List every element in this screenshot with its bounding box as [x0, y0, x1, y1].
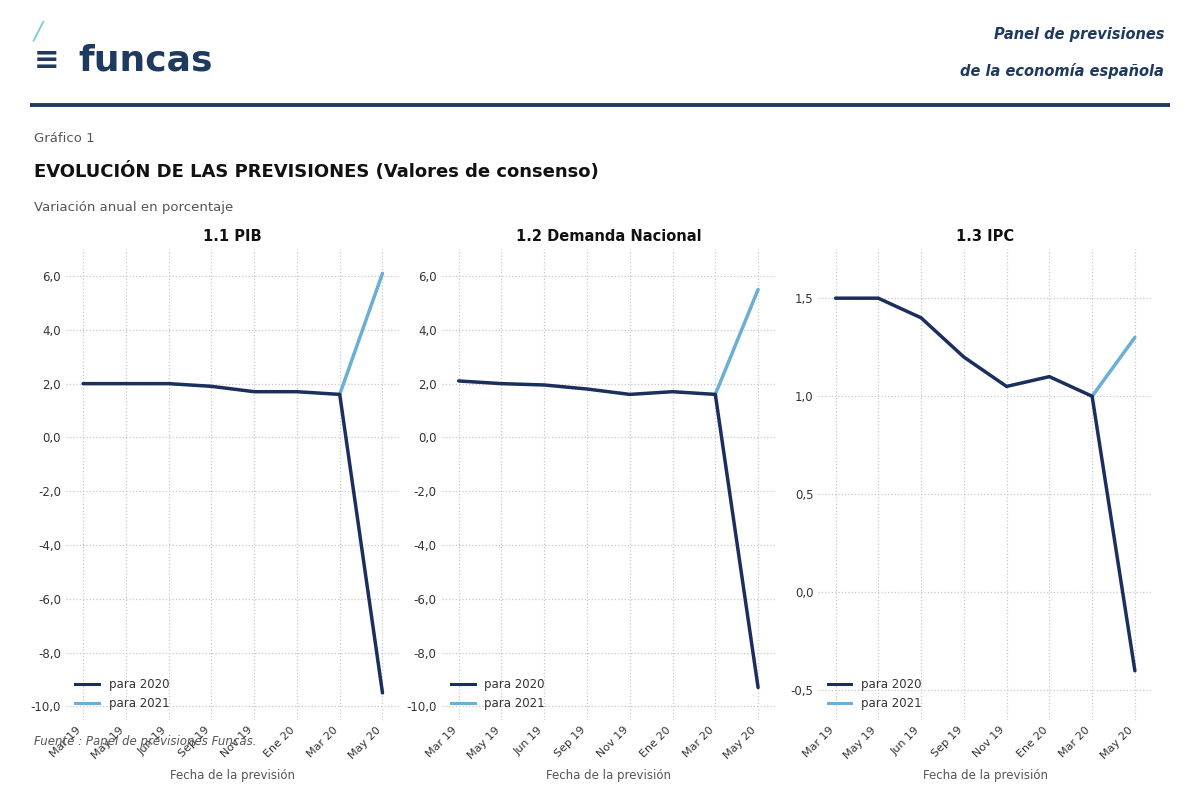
- Text: Gráfico 1: Gráfico 1: [34, 132, 95, 146]
- X-axis label: Fecha de la previsión: Fecha de la previsión: [170, 769, 295, 782]
- Legend: para 2020, para 2021: para 2020, para 2021: [71, 674, 174, 715]
- Text: EVOLUCIÓN DE LAS PREVISIONES (Valores de consenso): EVOLUCIÓN DE LAS PREVISIONES (Valores de…: [34, 162, 599, 181]
- Text: /: /: [34, 20, 42, 44]
- Text: ≡: ≡: [34, 46, 59, 75]
- Title: 1.3 IPC: 1.3 IPC: [956, 229, 1014, 244]
- Title: 1.1 PIB: 1.1 PIB: [204, 229, 262, 244]
- Text: de la economía española: de la economía española: [960, 63, 1164, 79]
- X-axis label: Fecha de la previsión: Fecha de la previsión: [546, 769, 671, 782]
- Legend: para 2020, para 2021: para 2020, para 2021: [823, 674, 926, 715]
- Legend: para 2020, para 2021: para 2020, para 2021: [446, 674, 550, 715]
- Text: Variación anual en porcentaje: Variación anual en porcentaje: [34, 202, 233, 214]
- Text: Panel de previsiones: Panel de previsiones: [994, 27, 1164, 42]
- Text: funcas: funcas: [78, 44, 212, 78]
- Title: 1.2 Demanda Nacional: 1.2 Demanda Nacional: [516, 229, 701, 244]
- Text: Fuente : Panel de previsiones Funcas.: Fuente : Panel de previsiones Funcas.: [34, 736, 256, 748]
- X-axis label: Fecha de la previsión: Fecha de la previsión: [923, 769, 1048, 782]
